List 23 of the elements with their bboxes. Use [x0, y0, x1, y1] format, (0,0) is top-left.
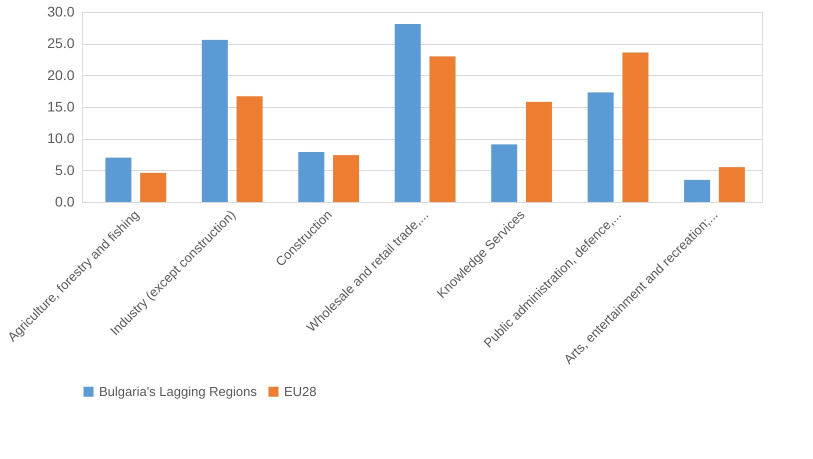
bar — [684, 180, 710, 202]
y-tick-label: 15.0 — [47, 98, 75, 114]
bar — [202, 40, 228, 202]
bar — [622, 52, 648, 202]
bar — [333, 155, 360, 202]
bar — [298, 152, 324, 202]
legend-label: Bulgaria's Lagging Regions — [99, 384, 258, 399]
bar — [526, 102, 552, 202]
y-tick-label: 0.0 — [55, 194, 75, 210]
bar — [394, 24, 421, 202]
bar — [236, 96, 263, 202]
bar — [718, 167, 745, 202]
y-tick-label: 30.0 — [47, 4, 75, 20]
bar — [491, 144, 518, 202]
bar — [588, 92, 614, 202]
bar — [105, 158, 132, 202]
y-tick-label: 10.0 — [47, 130, 75, 146]
bar — [140, 172, 166, 202]
legend-label: EU28 — [284, 384, 317, 399]
y-tick-label: 25.0 — [47, 35, 75, 52]
y-tick-label: 20.0 — [47, 66, 75, 83]
bar — [430, 56, 456, 202]
y-tick-label: 5.0 — [55, 162, 75, 178]
